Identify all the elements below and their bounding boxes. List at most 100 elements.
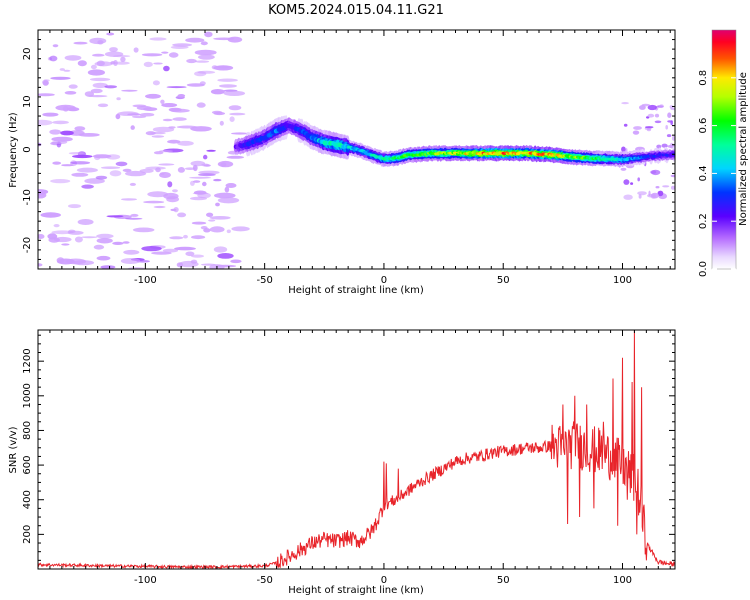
noise-blob	[132, 115, 147, 119]
noise-blob	[101, 166, 121, 169]
noise-blob	[186, 58, 197, 64]
noise-blob	[151, 135, 165, 138]
noise-blob	[191, 221, 207, 225]
snr-series-line	[38, 330, 675, 569]
noise-blob	[632, 130, 640, 135]
noise-blob	[115, 161, 128, 167]
y-tick-label: 10	[22, 95, 33, 108]
colorbar-frame	[711, 29, 737, 270]
noise-blob	[76, 167, 98, 173]
noise-blob	[110, 61, 116, 65]
noise-blob	[229, 112, 246, 116]
noise-blob	[100, 265, 116, 269]
noise-blob	[665, 125, 668, 130]
noise-blob	[647, 193, 655, 198]
spectrogram-ridge-layer	[233, 115, 675, 168]
y-tick-label: -20	[22, 237, 33, 253]
noise-blob	[176, 262, 184, 268]
noise-blob	[620, 167, 627, 171]
noise-blob	[201, 163, 210, 167]
noise-blob	[167, 139, 181, 144]
noise-blob	[167, 181, 173, 188]
noise-blob	[638, 194, 642, 199]
spectrogram-y-axis-label: Frequency (Hz)	[8, 112, 19, 188]
colorbar-ticks: 0.0 0.2 0.4 0.6 0.8	[698, 70, 736, 277]
noise-blob	[106, 215, 124, 218]
noise-blob	[198, 54, 215, 60]
snr-plot-area	[38, 330, 675, 569]
noise-blob	[192, 192, 209, 195]
noise-blob	[95, 175, 108, 180]
x-tick-label: 50	[497, 575, 510, 586]
noise-blob	[162, 118, 173, 122]
noise-blob	[120, 56, 126, 63]
noise-blob	[51, 141, 58, 145]
noise-blob	[139, 112, 155, 117]
noise-blob	[190, 180, 195, 186]
noise-blob	[202, 181, 207, 187]
snr-y-axis-label: SNR (v/v)	[8, 426, 19, 473]
noise-blob	[166, 196, 180, 203]
noise-blob	[226, 229, 231, 234]
noise-blob	[637, 177, 640, 182]
noise-blob	[671, 135, 675, 141]
noise-blob	[130, 213, 139, 217]
noise-blob	[48, 237, 60, 243]
noise-blob	[172, 117, 187, 121]
noise-blob	[67, 230, 84, 235]
noise-blob	[199, 81, 206, 86]
noise-blob	[68, 204, 81, 209]
noise-blob	[623, 123, 628, 127]
noise-blob	[106, 32, 115, 36]
noise-blob	[214, 192, 236, 199]
noise-blob	[666, 134, 672, 138]
y-tick-label: 1200	[22, 348, 33, 373]
noise-blob	[117, 111, 139, 116]
noise-blob	[670, 174, 675, 178]
y-tick-label: 600	[22, 456, 33, 475]
x-tick-label: 0	[381, 575, 387, 586]
x-tick-label: 0	[381, 275, 387, 286]
noise-blob	[92, 53, 105, 57]
x-tick-label: 100	[613, 275, 632, 286]
noise-blob	[38, 192, 47, 199]
noise-blob	[143, 107, 158, 111]
noise-blob	[623, 179, 630, 185]
noise-blob	[90, 88, 103, 94]
spectrogram-frame	[37, 29, 676, 270]
noise-blob	[174, 246, 196, 251]
noise-blob	[139, 168, 154, 173]
colorbar-tick-label: 0.2	[698, 213, 709, 229]
colorbar-tick-label: 0.4	[698, 165, 709, 181]
noise-blob	[194, 49, 217, 56]
noise-blob	[200, 41, 208, 46]
noise-blob	[74, 236, 83, 243]
noise-blob	[203, 154, 208, 160]
noise-blob	[143, 200, 165, 204]
noise-blob	[213, 246, 228, 253]
noise-blob	[176, 125, 198, 129]
noise-blob	[125, 170, 147, 177]
noise-blob	[81, 184, 94, 189]
noise-blob	[183, 234, 188, 239]
noise-blob	[78, 133, 100, 137]
noise-blob	[109, 170, 122, 177]
noise-blob	[97, 103, 109, 108]
noise-blob	[152, 126, 175, 133]
noise-blob	[667, 120, 673, 123]
noise-blob	[52, 44, 59, 48]
x-tick-label: 100	[613, 575, 632, 586]
noise-blob	[177, 140, 194, 146]
noise-blob	[196, 102, 206, 108]
noise-blob	[217, 197, 240, 204]
noise-blob	[172, 189, 178, 193]
noise-blob	[73, 41, 88, 45]
noise-blob	[89, 77, 111, 82]
noise-blob	[96, 255, 111, 261]
noise-blob	[90, 64, 97, 70]
noise-blob	[104, 51, 124, 57]
noise-blob	[70, 161, 91, 165]
noise-blob	[659, 104, 664, 109]
noise-blob	[191, 254, 204, 258]
noise-blob	[106, 154, 121, 160]
